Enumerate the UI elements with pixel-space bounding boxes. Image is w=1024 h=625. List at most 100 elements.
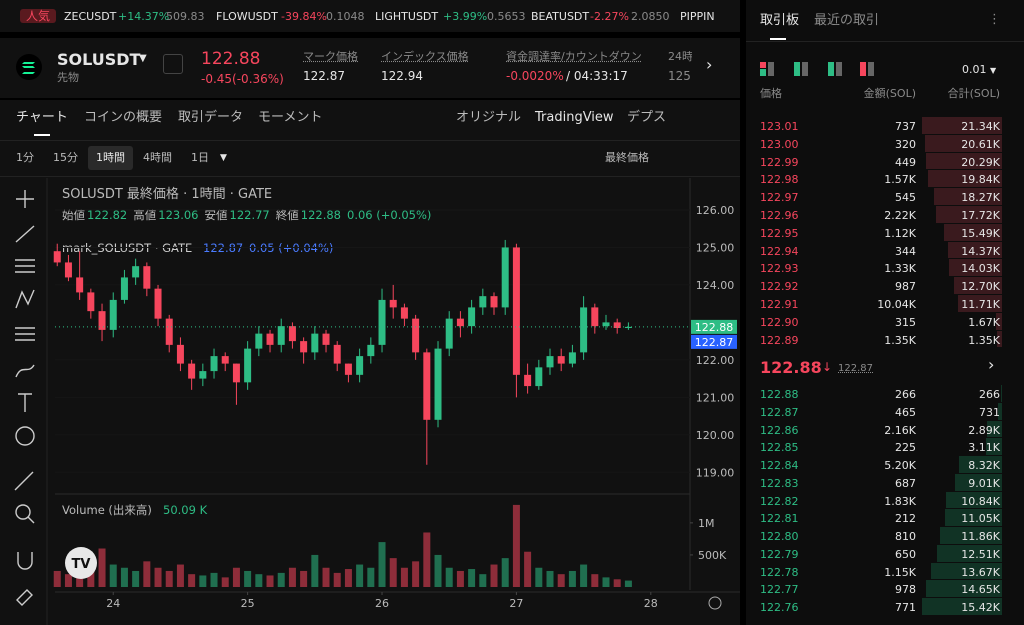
precision[interactable]: 0.01 — [962, 63, 987, 76]
depth-bar — [922, 117, 1002, 134]
ob-amount: 737 — [895, 120, 916, 133]
tab-active[interactable]: チャート — [16, 110, 68, 125]
ob-total: 266 — [979, 388, 1000, 401]
ob-amount: 978 — [895, 583, 916, 597]
candle-body — [434, 348, 442, 420]
scroll-button[interactable]: › — [692, 38, 740, 98]
y-tick-label: 124.00 — [696, 279, 735, 292]
legend-value: 122.88 — [301, 208, 341, 222]
ticker-symbol[interactable]: LIGHTUSDT — [375, 10, 439, 23]
timeframe[interactable]: 15分 — [53, 151, 78, 164]
ob-last-price: 122.88 — [760, 358, 822, 377]
ob-amount: 771 — [895, 601, 916, 614]
y-tick-label: 121.00 — [696, 391, 735, 404]
column-header: 合計(SOL) — [947, 87, 1000, 100]
y-tick-label: 120.00 — [696, 429, 735, 442]
mark-price-label: 122.87 — [695, 336, 734, 349]
dropdown-arrow[interactable]: ▼ — [139, 53, 147, 64]
ticker-symbol[interactable]: PIPPIN — [680, 10, 715, 23]
stat-label: 資金調達率/カウントダウン — [506, 50, 642, 63]
mark-series-change: 0.05 (+0.04%) — [249, 241, 333, 255]
depth-bar — [931, 562, 1002, 580]
depth-bar — [996, 330, 1002, 348]
volume-bar — [333, 572, 341, 587]
ob-total: 14.03K — [961, 262, 1000, 276]
ob-price: 122.98 — [760, 173, 799, 187]
volume-bar — [524, 551, 532, 587]
timeframe[interactable]: 4時間 — [143, 151, 172, 164]
volume-bar — [501, 558, 509, 587]
x-tick-label: 28 — [644, 597, 658, 610]
badge[interactable]: 人気 — [20, 9, 57, 23]
volume-bar — [288, 567, 296, 587]
ob-amount: 2.22K — [884, 209, 916, 222]
volume-bar — [165, 570, 173, 587]
volume-bar — [53, 570, 61, 587]
ob-total: 13.67K — [961, 565, 1000, 579]
volume-bar — [591, 574, 599, 587]
price-type[interactable]: 最終価格 — [605, 151, 649, 164]
tab[interactable]: 取引データ — [178, 110, 244, 125]
ob-amount: 266 — [895, 388, 916, 401]
volume-bar — [535, 567, 543, 587]
ob-tab[interactable]: 最近の取引 — [814, 13, 880, 28]
ticker-symbol[interactable]: ZECUSDT — [64, 10, 117, 23]
ob-total: 8.32K — [968, 459, 1000, 472]
ohlc-legend: 始値 122.82 高値 123.06 安値 122.77 終値 122.88 0.06 (+0… — [62, 208, 431, 222]
timeframe[interactable]: 1日 — [191, 151, 209, 164]
x-tick-label: 26 — [375, 597, 389, 610]
view-toggles[interactable] — [760, 62, 880, 76]
favorite-button[interactable] — [163, 54, 183, 74]
volume-bar — [143, 561, 151, 587]
settings-icon[interactable] — [708, 596, 722, 610]
drawing-toolbar[interactable] — [14, 190, 35, 606]
depth-bar — [955, 473, 1002, 491]
candle-body — [76, 277, 84, 293]
tv-logo[interactable] — [65, 547, 97, 579]
ob-total: 2.89K — [968, 423, 1000, 437]
tab[interactable]: モーメント — [258, 110, 323, 125]
dropdown-arrow[interactable]: ▼ — [990, 66, 997, 75]
ob-price: 122.93 — [760, 262, 799, 276]
candle-body — [445, 318, 453, 349]
legend-label: 終値 — [276, 208, 299, 222]
depth-bar — [998, 402, 1002, 420]
ob-total: 1.67K — [968, 315, 1000, 329]
timeframe[interactable]: 1分 — [16, 151, 34, 164]
ob-total: 17.72K — [961, 209, 1000, 222]
ob-total: 21.34K — [961, 120, 1000, 133]
tab[interactable]: コインの概要 — [84, 110, 163, 125]
volume-bar — [322, 567, 330, 587]
tab[interactable]: TradingView — [535, 110, 614, 125]
ob-tab-active[interactable]: 取引板 — [760, 13, 800, 28]
dropdown-arrow[interactable]: ▼ — [220, 153, 227, 163]
menu-icon[interactable]: ⋮ — [988, 12, 1001, 27]
volume-bar — [199, 575, 207, 587]
depth-bar — [949, 259, 1002, 277]
ticker-symbol[interactable]: FLOWUSDT — [216, 10, 278, 23]
candle-body — [165, 318, 173, 345]
legend-value: 123.06 — [158, 208, 198, 222]
volume-bar — [255, 574, 263, 587]
chevron[interactable]: › — [988, 355, 995, 374]
ticker-change: +3.99% — [443, 10, 488, 23]
candle-body — [613, 322, 621, 329]
volume-value: 50.09 K — [163, 503, 208, 517]
legend-label: 始値 — [62, 208, 85, 222]
tab[interactable]: オリジナル — [456, 110, 522, 125]
candle-body — [400, 307, 408, 319]
volume-bar — [311, 554, 319, 587]
volume-bar — [602, 577, 610, 587]
ob-price: 122.76 — [760, 601, 799, 614]
ob-total: 15.49K — [961, 226, 1000, 240]
timeframe-active[interactable]: 1時間 — [88, 146, 133, 170]
volume-bar — [490, 564, 498, 587]
ob-total: 11.71K — [961, 298, 1000, 311]
candle-body — [490, 296, 498, 308]
ticker-price: 509.83 — [166, 10, 205, 23]
tab[interactable]: デプス — [627, 110, 667, 125]
ticker-symbol[interactable]: BEATUSDT — [531, 10, 590, 23]
symbol[interactable]: SOLUSDT — [57, 50, 141, 69]
ob-total: 20.61K — [961, 137, 1000, 151]
